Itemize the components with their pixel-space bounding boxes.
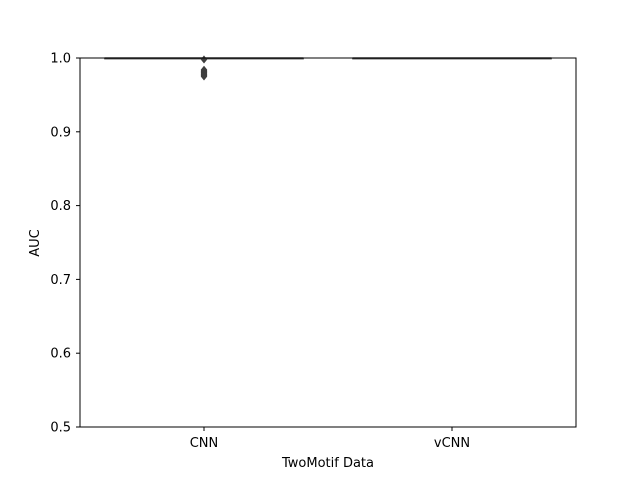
y-tick-label: 0.8	[50, 199, 71, 214]
plot-area	[104, 55, 552, 81]
y-axis-label: AUC	[28, 229, 43, 257]
outlier-point-cnn	[200, 55, 208, 64]
y-tick-label: 0.9	[50, 125, 71, 140]
y-tick-label: 0.6	[50, 347, 71, 362]
outlier-point-cnn	[200, 72, 208, 81]
y-tick-label: 1.0	[50, 52, 71, 67]
x-tick-label: vCNN	[434, 436, 470, 451]
y-tick-label: 0.7	[50, 273, 71, 288]
axes: 0.5 0.6 0.7 0.8 0.9 1.0 CNN vCNN	[50, 52, 577, 451]
x-tick-label: CNN	[190, 436, 219, 451]
y-tick-label: 0.5	[50, 421, 71, 436]
x-axis-label: TwoMotif Data	[281, 456, 374, 471]
axes-frame	[79, 57, 577, 428]
